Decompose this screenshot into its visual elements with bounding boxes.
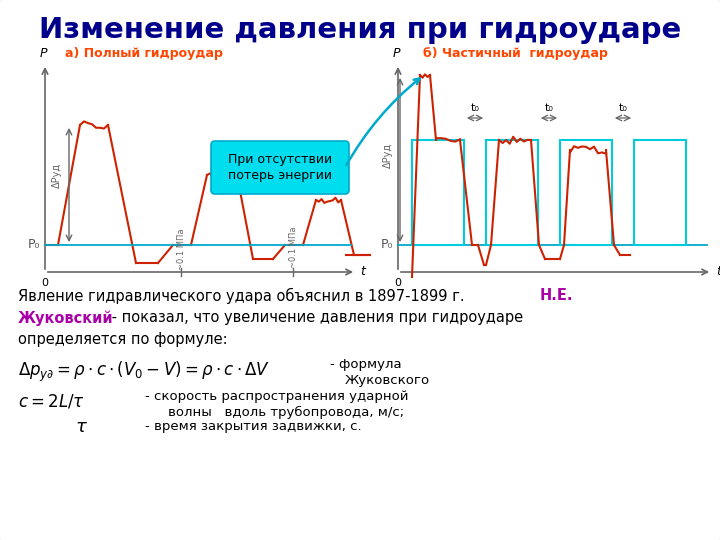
Text: ΔРуд: ΔРуд bbox=[383, 143, 393, 167]
Text: P: P bbox=[40, 47, 47, 60]
Text: а) Полный гидроудар: а) Полный гидроудар bbox=[65, 47, 223, 60]
Text: P₀: P₀ bbox=[27, 239, 40, 252]
Text: t₀: t₀ bbox=[618, 103, 627, 113]
Text: P₀: P₀ bbox=[381, 239, 393, 252]
Bar bbox=[486, 140, 538, 245]
Text: Изменение давления при гидроударе: Изменение давления при гидроударе bbox=[39, 16, 681, 44]
Text: t₀: t₀ bbox=[471, 103, 480, 113]
Text: $\tau$: $\tau$ bbox=[75, 418, 88, 436]
Text: Жуковского: Жуковского bbox=[345, 374, 430, 387]
Text: волны   вдоль трубопровода, м/с;: волны вдоль трубопровода, м/с; bbox=[168, 406, 404, 419]
Text: $c = 2L / \tau$: $c = 2L / \tau$ bbox=[18, 392, 85, 410]
FancyBboxPatch shape bbox=[211, 141, 349, 194]
Text: б) Частичный  гидроудар: б) Частичный гидроудар bbox=[423, 47, 608, 60]
Bar bbox=[560, 140, 612, 245]
Text: Н.Е.: Н.Е. bbox=[540, 288, 574, 303]
Text: Явление гидравлического удара объяснил в 1897-1899 г.: Явление гидравлического удара объяснил в… bbox=[18, 288, 469, 304]
Text: - время закрытия задвижки, с.: - время закрытия задвижки, с. bbox=[145, 420, 361, 433]
Text: t₀: t₀ bbox=[544, 103, 554, 113]
Bar bbox=[634, 140, 686, 245]
Text: P: P bbox=[392, 47, 400, 60]
Text: Жуковский: Жуковский bbox=[18, 310, 114, 326]
Text: - показал, что увеличение давления при гидроударе: - показал, что увеличение давления при г… bbox=[107, 310, 523, 325]
Text: ΔРуд: ΔРуд bbox=[52, 163, 62, 187]
Text: - формула: - формула bbox=[330, 358, 402, 371]
Text: 0: 0 bbox=[395, 278, 402, 288]
Text: определяется по формуле:: определяется по формуле: bbox=[18, 332, 228, 347]
Text: t: t bbox=[716, 265, 720, 278]
Text: ~0.1 МПа: ~0.1 МПа bbox=[289, 226, 297, 268]
Text: 0: 0 bbox=[42, 278, 48, 288]
Bar bbox=[412, 140, 464, 245]
Text: t: t bbox=[360, 265, 365, 278]
Text: $\Delta p_{y\partial} = \rho \cdot c \cdot (V_0 - V) = \rho \cdot c \cdot \Delta: $\Delta p_{y\partial} = \rho \cdot c \cd… bbox=[18, 360, 270, 384]
Text: ~0.1 МПа: ~0.1 МПа bbox=[176, 228, 186, 270]
Text: При отсутствии
потерь энергии: При отсутствии потерь энергии bbox=[228, 153, 332, 181]
Text: - скорость распространения ударной: - скорость распространения ударной bbox=[145, 390, 408, 403]
